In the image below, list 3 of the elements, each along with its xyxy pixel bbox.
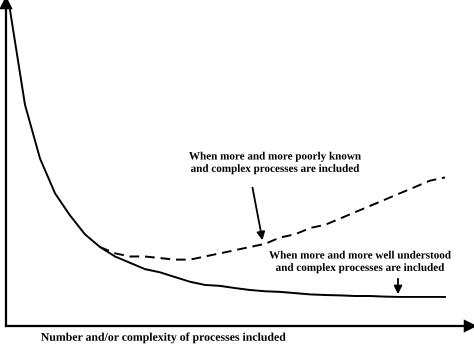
annotation: When more and more well understood and complex processes are included [269,250,451,274]
annotation: When more and more poorly known and complex processes are included [189,152,361,174]
x-axis-title: Number and/or complexity of processes included [41,332,286,344]
